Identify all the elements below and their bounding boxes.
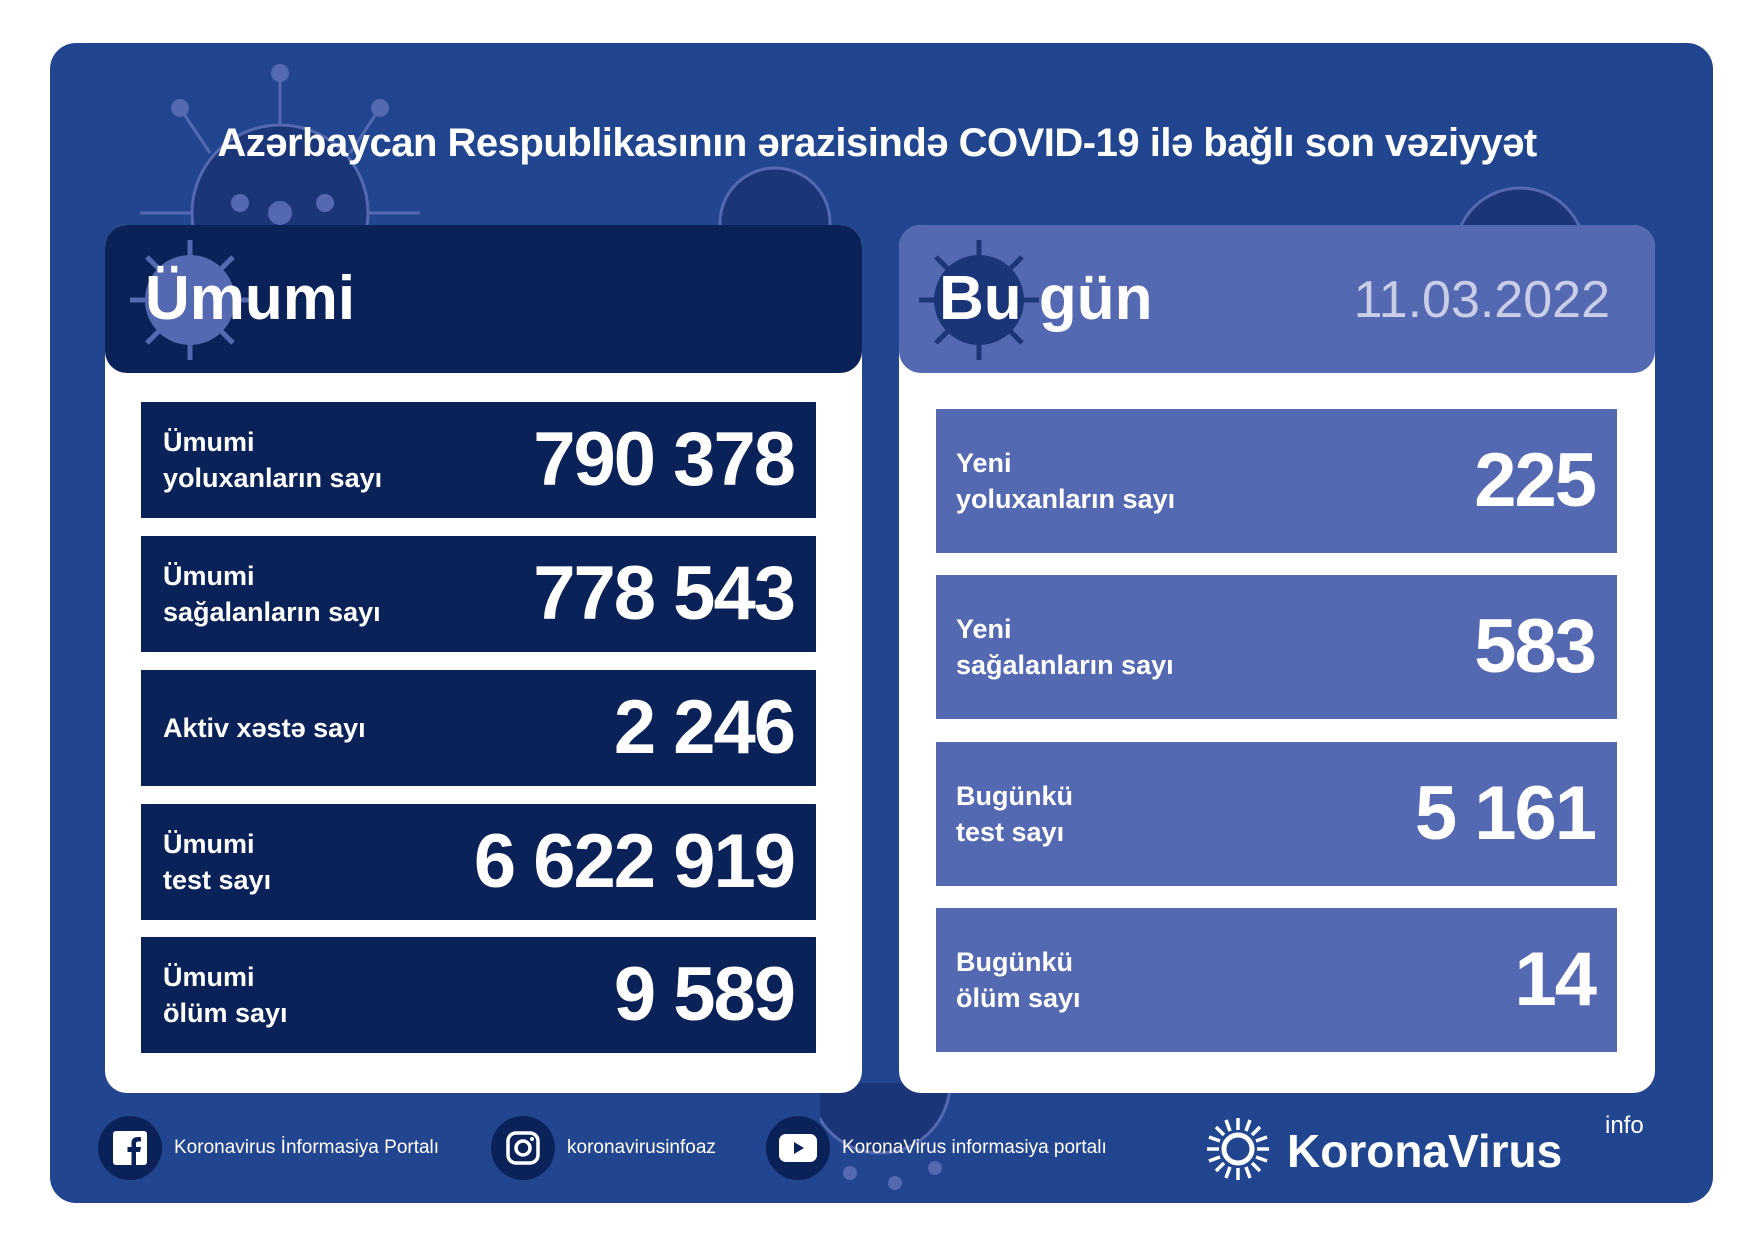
- row-value: 790 378: [533, 417, 796, 502]
- total-row-infected: Ümumi yoluxanların sayı 790 378: [141, 402, 816, 518]
- sun-virus-icon: [1207, 1118, 1269, 1180]
- row-label: Ümumi: [163, 829, 255, 859]
- instagram-icon: [491, 1116, 555, 1180]
- instagram-label: koronavirusinfoaz: [567, 1137, 716, 1158]
- total-row-deaths: Ümumi ölüm sayı 9 589: [141, 937, 816, 1053]
- virus-icon: [919, 240, 1039, 360]
- row-label: Ümumi: [163, 561, 255, 591]
- row-value: 14: [1514, 937, 1597, 1022]
- row-value: 9 589: [613, 952, 796, 1037]
- row-value: 2 246: [613, 685, 796, 770]
- row-label: ölüm sayı: [163, 998, 288, 1028]
- row-label: ölüm sayı: [956, 983, 1081, 1013]
- logo-sup: info: [1605, 1112, 1644, 1139]
- total-header: Ümumi: [105, 225, 862, 373]
- today-header: Bu gün 11.03.2022: [899, 225, 1655, 373]
- date: 11.03.2022: [1353, 271, 1610, 329]
- row-label: yoluxanların sayı: [956, 484, 1176, 514]
- instagram-link[interactable]: koronavirusinfoaz: [491, 1116, 716, 1180]
- today-header-title: Bu gün: [939, 264, 1153, 333]
- facebook-label: Koronavirus İnformasiya Portalı: [174, 1137, 440, 1158]
- youtube-label: KoronaVirus informasiya portalı: [842, 1137, 1107, 1158]
- row-value: 6 622 919: [473, 819, 796, 904]
- row-label: Bugünkü: [956, 781, 1073, 811]
- logo-text: KoronaVirus: [1287, 1125, 1563, 1177]
- facebook-icon: [98, 1116, 162, 1180]
- row-label: Bugünkü: [956, 947, 1073, 977]
- youtube-link[interactable]: KoronaVirus informasiya portalı: [766, 1116, 1107, 1180]
- today-row-deaths: Bugünkü ölüm sayı 14: [936, 908, 1617, 1052]
- total-header-title: Ümumi: [145, 264, 356, 333]
- today-row-tests: Bugünkü test sayı 5 161: [936, 742, 1617, 886]
- row-value: 225: [1474, 438, 1597, 523]
- facebook-link[interactable]: Koronavirus İnformasiya Portalı: [98, 1116, 439, 1180]
- row-label: Aktiv xəstə sayı: [163, 713, 366, 743]
- row-label: yoluxanların sayı: [163, 463, 383, 493]
- row-label: test sayı: [163, 865, 272, 895]
- today-row-infected: Yeni yoluxanların sayı 225: [936, 409, 1617, 553]
- row-label: Yeni: [956, 614, 1012, 644]
- row-label: test sayı: [956, 817, 1065, 847]
- row-label: Yeni: [956, 448, 1012, 478]
- total-row-recovered: Ümumi sağalanların sayı 778 543: [141, 536, 816, 652]
- page-title: Azərbaycan Respublikasının ərazisində CO…: [217, 121, 1537, 165]
- row-label: Ümumi: [163, 962, 255, 992]
- today-row-recovered: Yeni sağalanların sayı 583: [936, 575, 1617, 719]
- total-row-tests: Ümumi test sayı 6 622 919: [141, 804, 816, 920]
- row-value: 778 543: [533, 551, 796, 636]
- row-value: 583: [1474, 604, 1597, 689]
- virus-icon: [130, 240, 250, 360]
- virus-icon: [820, 1083, 952, 1190]
- total-row-active: Aktiv xəstə sayı 2 246: [141, 670, 816, 786]
- row-label: sağalanların sayı: [956, 650, 1174, 680]
- row-value: 5 161: [1414, 771, 1597, 856]
- youtube-icon: [766, 1116, 830, 1180]
- row-label: sağalanların sayı: [163, 597, 381, 627]
- koronavirus-logo: KoronaVirus info: [1205, 1110, 1655, 1190]
- row-label: Ümumi: [163, 427, 255, 457]
